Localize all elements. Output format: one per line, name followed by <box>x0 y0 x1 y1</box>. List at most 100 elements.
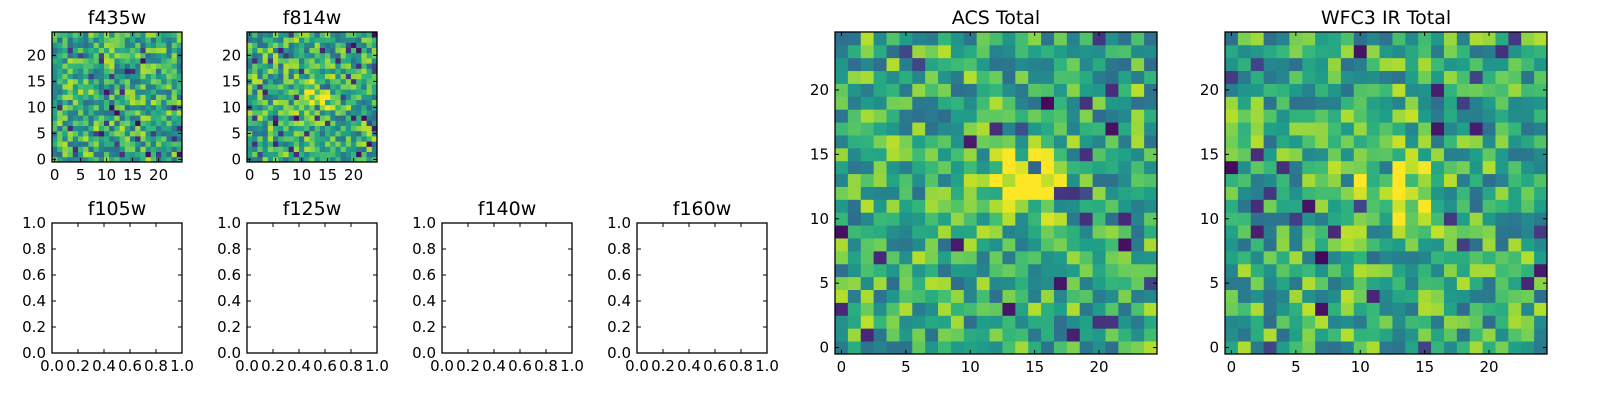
heatmap-cell <box>283 115 289 121</box>
heatmap-cell <box>78 115 84 121</box>
heatmap-cell <box>361 42 367 48</box>
heatmap-cell <box>257 42 263 48</box>
y-tick-label: 10 <box>1200 210 1219 228</box>
heatmap-cell <box>1225 289 1239 303</box>
heatmap-cell <box>912 109 926 123</box>
heatmap-cell <box>1482 328 1496 342</box>
heatmap-cell <box>1366 289 1380 303</box>
heatmap-cell <box>1002 328 1016 342</box>
heatmap-cell <box>1379 160 1393 175</box>
heatmap-cell <box>912 70 926 84</box>
heatmap-cell <box>119 32 126 38</box>
heatmap-cell <box>288 37 295 43</box>
heatmap-cell <box>161 37 167 43</box>
heatmap-cell <box>1353 315 1368 329</box>
heatmap-cell <box>1118 225 1132 239</box>
heatmap-cell <box>88 94 94 100</box>
heatmap-cell <box>57 141 63 147</box>
x-tick-label: 5 <box>271 166 281 184</box>
heatmap-cell <box>873 96 887 110</box>
heatmap-cell <box>1315 341 1329 355</box>
heatmap-cell <box>1225 302 1239 316</box>
heatmap-cell <box>1289 173 1303 187</box>
y-tick-label: 10 <box>27 98 46 116</box>
heatmap-cell <box>299 99 305 106</box>
heatmap-cell <box>1495 57 1509 72</box>
heatmap-cell <box>1302 135 1316 149</box>
heatmap-cell <box>1289 147 1303 162</box>
heatmap-cell <box>278 37 284 43</box>
heatmap-cell <box>1456 83 1471 97</box>
heatmap-cell <box>267 156 274 163</box>
heatmap-cell <box>62 32 68 38</box>
heatmap-cell <box>114 78 120 85</box>
x-tick-label: 5 <box>1291 358 1301 376</box>
y-tick-label: 15 <box>222 72 241 90</box>
heatmap-cell <box>124 63 131 69</box>
heatmap-cell <box>1041 32 1055 46</box>
heatmap-cell <box>140 141 146 147</box>
heatmap-cell <box>1302 250 1316 265</box>
heatmap-cell <box>1379 212 1393 226</box>
heatmap-cell <box>1443 328 1458 342</box>
panel-title: ACS Total <box>952 7 1040 29</box>
heatmap-cell <box>109 84 115 90</box>
heatmap-cell <box>283 104 289 111</box>
heatmap-cell <box>835 160 849 175</box>
heatmap-cell <box>304 115 310 121</box>
heatmap-cell <box>288 104 295 111</box>
heatmap-cell <box>1534 315 1548 329</box>
heatmap-cell <box>335 52 341 59</box>
heatmap-cell <box>1066 186 1081 200</box>
heatmap-cell <box>1443 173 1458 187</box>
heatmap-cell <box>938 57 952 72</box>
heatmap-cell <box>938 225 952 239</box>
heatmap-cell <box>57 52 63 59</box>
heatmap-cell <box>950 32 965 46</box>
heatmap-cell <box>166 89 172 95</box>
heatmap-cell <box>1225 32 1239 46</box>
heatmap-cell <box>1379 83 1393 97</box>
heatmap-cell <box>1041 83 1055 97</box>
heatmap-cell <box>335 32 341 38</box>
heatmap-cell <box>1521 135 1535 149</box>
heatmap-cell <box>925 199 939 213</box>
heatmap-cell <box>1405 70 1419 84</box>
heatmap-cell <box>267 110 274 116</box>
heatmap-cell <box>1521 199 1535 213</box>
heatmap-cell <box>950 341 965 355</box>
y-tick-label: 10 <box>222 98 241 116</box>
heatmap-cell <box>1028 83 1042 97</box>
heatmap-cell <box>1237 263 1252 278</box>
heatmap-cell <box>145 89 152 95</box>
y-tick-label: 0.4 <box>22 292 46 310</box>
heatmap-cell <box>847 212 862 226</box>
heatmap-cell <box>267 42 274 48</box>
heatmap-cell <box>371 141 378 147</box>
heatmap-cell <box>351 120 357 126</box>
heatmap-cell <box>1521 173 1535 187</box>
heatmap-cell <box>257 52 263 59</box>
panel-title: WFC3 IR Total <box>1321 7 1451 29</box>
heatmap-cell <box>267 73 274 80</box>
heatmap-cell <box>88 42 94 48</box>
heatmap-cell <box>283 68 289 74</box>
heatmap-cell <box>130 136 136 142</box>
heatmap-cell <box>912 289 926 303</box>
heatmap-cell <box>109 146 115 152</box>
heatmap-cell <box>873 315 887 329</box>
heatmap-cell <box>171 47 178 54</box>
heatmap-cell <box>267 68 274 74</box>
heatmap-cell <box>356 78 362 85</box>
heatmap-cell <box>130 141 136 147</box>
heatmap-cell <box>1002 289 1016 303</box>
heatmap-cell <box>283 58 289 64</box>
heatmap-cell <box>899 250 913 265</box>
heatmap-cell <box>1392 186 1406 200</box>
heatmap-cell <box>67 104 74 111</box>
heatmap-cell <box>1469 57 1483 72</box>
heatmap-cell <box>1041 212 1055 226</box>
heatmap-cell <box>950 70 965 84</box>
heatmap-cell <box>304 73 310 80</box>
heatmap-cell <box>330 58 336 64</box>
